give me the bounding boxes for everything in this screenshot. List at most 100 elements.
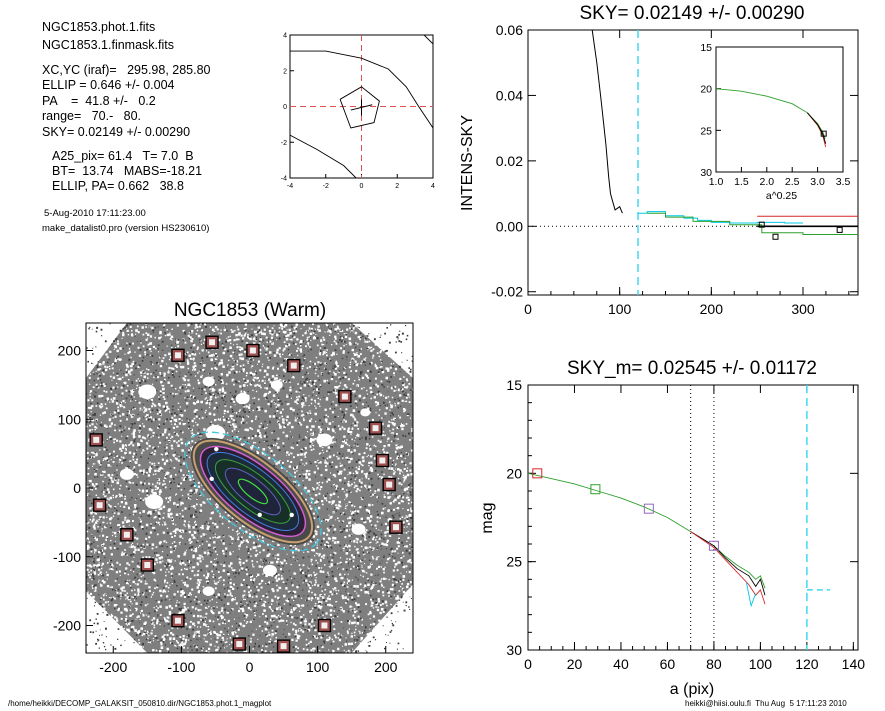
position-angle: PA = 41.8 +/- 0.2 (42, 94, 156, 108)
intensity-series-green-steps (647, 212, 858, 235)
masked-blob (202, 376, 215, 387)
range: range= 70.- 80. (42, 109, 142, 123)
program-name: make_datalist0.pro (version HS230610) (42, 223, 210, 234)
intens-ylabel: INTENS-SKY (459, 115, 476, 211)
inset-frame (715, 46, 844, 173)
contour-xtick-label: 2 (395, 183, 399, 190)
masked-star-core (144, 562, 151, 568)
contour-xtick-label: 0 (360, 183, 364, 190)
masked-blob (235, 393, 250, 405)
inset-ytick-label: 20 (700, 84, 712, 96)
mag-xtick-label: 80 (706, 656, 722, 672)
galaxy-ytick-label: -200 (53, 618, 81, 634)
contour-line (339, 86, 380, 129)
masked-star-core (392, 524, 399, 531)
inset-series (807, 112, 827, 144)
intensity-xtick-label: 300 (791, 301, 815, 317)
masked-star-core (290, 362, 297, 369)
footer-user: heikki@hiisi.oulu.fi Thu Aug 5 17:11:23 … (685, 699, 847, 708)
masked-blob (270, 380, 283, 390)
inset-xlabel: a^0.25 (766, 190, 797, 202)
corner-mask (351, 584, 413, 653)
mag-xtick-label: 0 (524, 656, 532, 672)
galaxy-star (257, 512, 262, 518)
contour-ytick-label: -4 (281, 176, 287, 183)
inset-xtick-label: 2.0 (759, 176, 774, 188)
mask-filename: NGC1853.1.finmask.fits (42, 38, 174, 52)
footer-path: /home/heikki/DECOMP_GALAKSIT_050810.dir/… (8, 699, 272, 708)
mag-profile-line (528, 472, 766, 589)
inset-xtick-label: 2.5 (785, 176, 800, 188)
masked-star-core (379, 457, 386, 464)
intensity-marker (772, 233, 779, 240)
magnitude-profile-panel: 0 20 40 60 80 100 120 140 15 20 25 30 (506, 377, 865, 672)
masked-star-core (341, 393, 348, 400)
contour-line (423, 35, 433, 45)
mag-marker (590, 484, 601, 495)
mag-profile-line (690, 531, 766, 596)
intensity-marker (836, 226, 843, 233)
ellip-pa: ELLIP, PA= 0.662 38.8 (52, 179, 184, 193)
masked-star-core (372, 425, 379, 432)
masked-star-core (123, 531, 130, 538)
contour-line (290, 50, 433, 129)
intensity-ytick-label: 0.02 (496, 153, 523, 169)
timestamp: 5-Aug-2010 17:11:23.00 (44, 208, 146, 219)
galaxy-title: NGC1853 (Warm) (174, 300, 326, 321)
galaxy-ytick-label: 0 (73, 480, 81, 496)
masked-star-core (236, 641, 243, 648)
inset-xtick-label: 1.5 (734, 176, 749, 188)
inset-xtick-label: 3.5 (836, 176, 851, 188)
ellipticity: ELLIP = 0.646 +/- 0.004 (42, 78, 175, 92)
sky-ellipse (184, 431, 322, 552)
corner-mask (86, 591, 148, 653)
intensity-ytick-label: 0.06 (496, 22, 523, 38)
mag-marker (532, 468, 543, 479)
mag-frame (527, 384, 859, 651)
masked-blob (351, 523, 366, 535)
contour-core (237, 478, 269, 505)
masked-star-core (280, 643, 287, 650)
intensity-ytick-label: -0.02 (491, 284, 523, 300)
sky-title: SKY= 0.02149 +/- 0.00290 (579, 3, 804, 24)
inset-ytick-label: 30 (700, 167, 712, 179)
noise-speckle-dark (86, 323, 413, 653)
mag-ytick-label: 30 (506, 642, 522, 658)
intensity-series-profile (591, 30, 623, 214)
intensity-marker (758, 221, 765, 228)
contour-xtick-label: -2 (323, 183, 329, 190)
intensity-xtick-label: 200 (700, 301, 724, 317)
inset-series (715, 88, 826, 139)
inset-xtick-label: 1.0 (709, 176, 724, 188)
masked-blob (262, 564, 277, 577)
galaxy-xtick-label: -200 (99, 659, 127, 675)
galaxy-ytick-label: 200 (58, 343, 82, 359)
galaxy (184, 431, 322, 552)
mag-xtick-label: 60 (660, 656, 676, 672)
inset-xtick-label: 3.0 (810, 176, 825, 188)
fits-filename: NGC1853.phot.1.fits (42, 20, 156, 34)
galaxy-ytick-label: -100 (53, 549, 81, 565)
inset-ytick-label: 15 (700, 42, 712, 54)
mag-xtick-label: 140 (842, 656, 866, 672)
galaxy-star (289, 512, 294, 518)
contour-panel: -4 -2 0 2 4 -4 -2 0 2 4 (281, 33, 435, 191)
mag-xtick-label: 120 (795, 656, 819, 672)
contour-ytick-label: 2 (283, 68, 287, 75)
galaxy-image-panel: -200 -100 0 100 200 200 100 0 -100 -200 (53, 322, 414, 675)
center-coords: XC,YC (iraf)= 295.98, 285.80 (42, 63, 211, 77)
intensity-plot-area (528, 30, 858, 295)
skym-title: SKY_m= 0.02545 +/- 0.01172 (567, 358, 817, 379)
mag-ylabel: mag (479, 502, 496, 533)
a-pix-xlabel: a (pix) (670, 681, 714, 698)
masked-blob (360, 408, 371, 417)
contour-yellow (192, 439, 314, 544)
masked-blob (138, 384, 157, 399)
galaxy-xtick-label: 200 (374, 659, 398, 675)
mag-ytick-label: 25 (506, 554, 522, 570)
intensity-ytick-label: 0.00 (496, 218, 523, 234)
masked-blob (145, 494, 164, 509)
mag-xtick-label: 20 (567, 656, 583, 672)
inset-marker (820, 130, 827, 137)
